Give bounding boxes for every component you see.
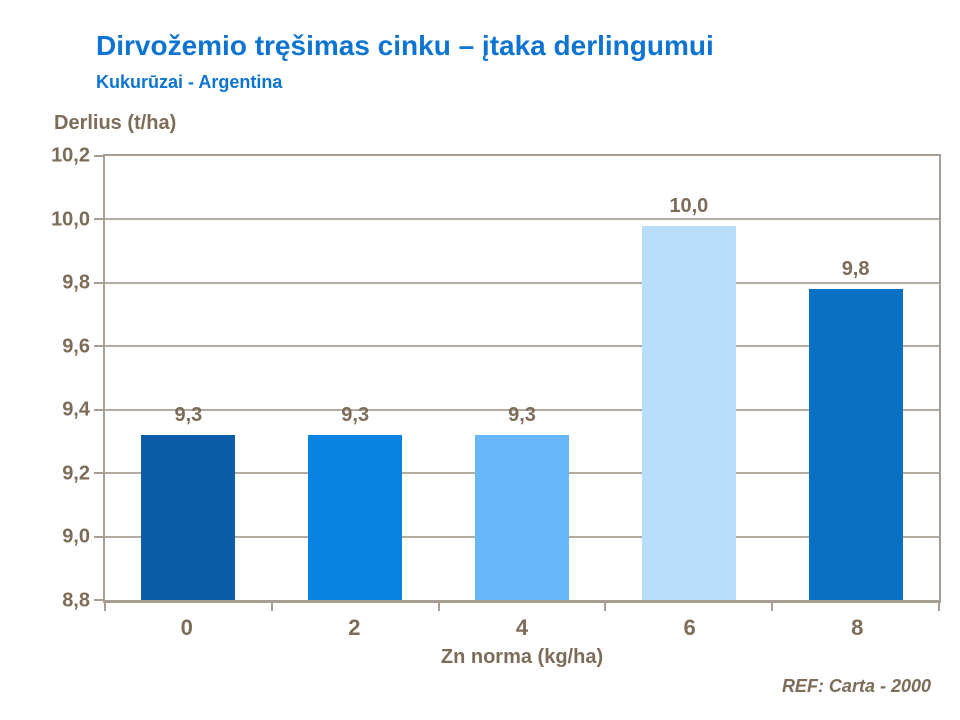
y-tick-mark xyxy=(94,472,103,475)
y-tick-mark xyxy=(94,345,103,348)
page-title: Dirvožemio tręšimas cinku – įtaka derlin… xyxy=(96,30,714,61)
x-axis-title: Zn norma (kg/ha) xyxy=(440,646,604,668)
y-tick-mark xyxy=(94,599,103,601)
x-tick-label: 4 xyxy=(515,615,529,640)
y-tick-label: 9,6 xyxy=(62,335,90,358)
x-tick-mark xyxy=(270,602,273,611)
bar xyxy=(141,435,236,600)
x-tick-label: 2 xyxy=(348,615,361,640)
x-tick-label: 0 xyxy=(180,615,193,640)
bar xyxy=(308,435,403,600)
gridline xyxy=(105,218,939,221)
bar-value-label: 9,3 xyxy=(508,404,536,427)
y-tick-label: 9,2 xyxy=(62,462,90,485)
bar-value-label: 9,3 xyxy=(174,404,203,427)
y-tick-label: 9,4 xyxy=(62,398,90,421)
x-tick-mark xyxy=(604,602,607,611)
bar xyxy=(808,289,903,600)
x-tick-mark xyxy=(938,602,940,611)
bar xyxy=(641,225,736,600)
x-tick-label: 8 xyxy=(851,615,864,640)
y-tick-mark xyxy=(94,218,103,221)
bar-value-label: 10,0 xyxy=(669,194,709,217)
x-tick-mark xyxy=(437,602,440,611)
y-tick-label: 8,8 xyxy=(62,589,90,612)
bar-value-label: 9,3 xyxy=(341,404,370,427)
y-tick-label: 9,0 xyxy=(62,525,90,548)
reference-text: REF: Carta - 2000 xyxy=(781,676,931,696)
gridline xyxy=(105,408,939,411)
x-tick-label: 6 xyxy=(683,615,696,640)
bar xyxy=(475,435,569,600)
plot-area: 9,3 9,3 9,3 10,0 9,8 xyxy=(94,154,941,611)
page-subtitle: Kukurūzai - Argentina xyxy=(96,72,283,92)
y-tick-mark xyxy=(94,155,103,157)
y-tick-label: 10,0 xyxy=(51,208,90,231)
y-tick-mark xyxy=(94,281,103,284)
y-tick-labels: 10,2 10,0 9,8 9,6 9,4 9,2 9,0 8,8 xyxy=(0,145,90,612)
y-tick-mark xyxy=(94,535,103,538)
gridline xyxy=(105,281,939,284)
x-tick-mark xyxy=(104,602,106,611)
y-tick-mark xyxy=(94,408,103,411)
bar-value-label: 9,8 xyxy=(841,258,870,281)
y-tick-label: 9,8 xyxy=(62,271,90,294)
x-tick-mark xyxy=(771,602,774,611)
y-axis-title: Derlius (t/ha) xyxy=(54,112,177,134)
gridline xyxy=(105,345,939,348)
y-tick-label: 10,2 xyxy=(51,144,90,167)
x-tick-labels: 0 2 4 6 8 xyxy=(103,615,941,645)
